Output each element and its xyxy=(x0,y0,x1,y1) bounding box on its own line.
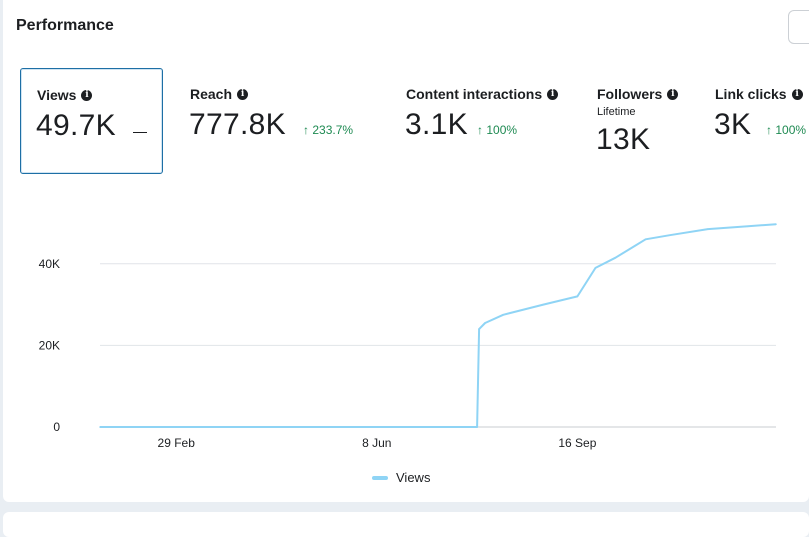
legend-swatch xyxy=(372,476,388,480)
metric-link-clicks-value: 3K xyxy=(714,108,752,141)
metric-reach-value: 777.8K xyxy=(189,108,286,141)
data-point xyxy=(542,303,545,306)
page-title: Performance xyxy=(16,17,114,34)
data-point xyxy=(502,314,504,316)
data-point xyxy=(644,238,647,241)
x-tick-label: 29 Feb xyxy=(158,436,196,450)
metric-link-clicks-label: Link clicks i xyxy=(715,86,803,102)
data-point xyxy=(775,223,777,226)
metric-link-clicks[interactable]: Link clicks i 3K ↑ 100% xyxy=(712,68,809,174)
data-point xyxy=(594,267,597,269)
performance-card xyxy=(3,0,809,502)
data-point xyxy=(376,426,378,428)
metric-content-interactions-delta: ↑ 100% xyxy=(477,123,517,137)
info-icon[interactable]: i xyxy=(547,88,559,100)
metric-views-value: 49.7K xyxy=(36,109,116,142)
metric-reach-label: Reach i xyxy=(190,86,249,102)
options-button[interactable] xyxy=(788,10,809,44)
metric-link-clicks-title: Link clicks xyxy=(715,86,787,102)
info-icon[interactable]: i xyxy=(667,88,679,100)
data-point xyxy=(706,228,709,230)
metric-reach-delta-value: 233.7% xyxy=(312,123,354,137)
metric-followers-sublabel: Lifetime xyxy=(597,106,636,118)
metric-content-interactions-value: 3.1K xyxy=(405,108,468,141)
metric-content-interactions[interactable]: Content interactions i 3.1K ↑ 100% xyxy=(403,68,583,174)
metric-views-delta xyxy=(133,132,147,133)
info-icon[interactable]: i xyxy=(81,89,93,101)
data-point xyxy=(478,328,480,330)
y-tick-label: 0 xyxy=(53,420,60,434)
metric-views[interactable]: Views i 49.7K xyxy=(20,68,163,174)
data-point xyxy=(576,295,579,298)
metric-content-interactions-title: Content interactions xyxy=(406,86,543,102)
data-point xyxy=(747,225,749,228)
metric-views-label: Views i xyxy=(37,87,93,103)
metric-followers-title: Followers xyxy=(597,86,663,102)
data-point xyxy=(99,426,101,428)
data-point xyxy=(253,426,256,428)
metric-content-interactions-delta-value: 100% xyxy=(486,123,518,137)
legend-label: Views xyxy=(396,470,431,485)
info-icon[interactable]: i xyxy=(791,88,803,100)
arrow-up-icon: ↑ xyxy=(303,123,309,137)
metric-followers[interactable]: Followers i Lifetime 13K xyxy=(594,68,704,174)
metric-followers-label: Followers i xyxy=(597,86,679,102)
data-point xyxy=(484,322,486,324)
metric-followers-value: 13K xyxy=(596,123,651,156)
metric-content-interactions-label: Content interactions i xyxy=(406,86,559,102)
data-point xyxy=(668,234,671,237)
x-tick-label: 8 Jun xyxy=(362,436,391,450)
metric-reach-title: Reach xyxy=(190,86,233,102)
arrow-up-icon: ↑ xyxy=(766,123,772,137)
y-tick-label: 40K xyxy=(39,257,60,271)
data-point xyxy=(175,426,178,428)
metric-link-clicks-delta-value: 100% xyxy=(775,123,807,137)
metric-reach-delta: ↑ 233.7% xyxy=(303,123,353,137)
info-icon[interactable]: i xyxy=(237,88,249,100)
data-point xyxy=(476,426,478,428)
metric-link-clicks-delta: ↑ 100% xyxy=(766,123,806,137)
x-tick-label: 16 Sep xyxy=(558,436,596,450)
series-line-views xyxy=(100,223,777,428)
y-tick-label: 20K xyxy=(39,338,60,352)
metric-reach[interactable]: Reach i 777.8K ↑ 233.7% xyxy=(187,68,387,174)
metric-views-title: Views xyxy=(37,87,77,103)
arrow-up-icon: ↑ xyxy=(477,123,483,137)
data-point xyxy=(614,256,617,259)
